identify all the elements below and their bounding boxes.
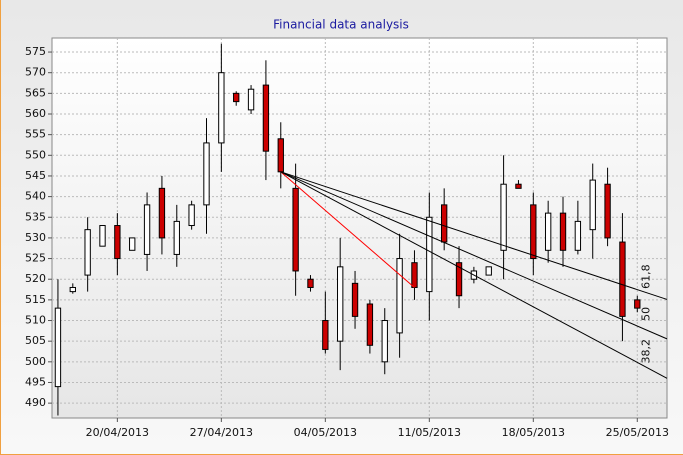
y-tick-label: 510: [25, 314, 46, 327]
candle-body: [455, 262, 463, 297]
candle-body: [114, 225, 121, 260]
fan-label: 61,8: [639, 264, 652, 289]
candle-body: [247, 88, 255, 111]
candle-body: [530, 204, 537, 260]
y-tick-label: 520: [25, 272, 46, 285]
candle-body: [69, 286, 76, 293]
chart-title: Financial data analysis: [273, 18, 409, 32]
y-tick-label: 535: [25, 210, 46, 223]
y-tick-label: 570: [25, 66, 46, 79]
candle-body: [441, 204, 448, 243]
candle-body: [322, 320, 329, 350]
candle-body: [129, 237, 136, 251]
candle-body: [54, 307, 62, 388]
candle-body: [337, 266, 344, 342]
y-tick-label: 490: [25, 396, 46, 409]
y-tick-label: 545: [25, 169, 46, 182]
candle-body: [426, 216, 433, 293]
y-tick-label: 515: [25, 293, 46, 306]
candle-body: [99, 225, 106, 247]
fan-line: [280, 171, 668, 340]
x-tick-label: 25/05/2013: [606, 426, 669, 439]
candle-body: [485, 266, 492, 276]
candle-body: [158, 187, 166, 239]
x-tick-label: 04/05/2013: [294, 426, 357, 439]
candle-body: [366, 303, 374, 346]
candle-body: [203, 142, 210, 206]
y-tick-label: 500: [25, 355, 46, 368]
candle-body: [396, 258, 403, 334]
candle-body: [589, 179, 596, 231]
candle-body: [574, 220, 582, 251]
candle-body: [277, 138, 284, 173]
x-tick-label: 11/05/2013: [398, 426, 461, 439]
fan-base: [280, 171, 415, 288]
candle-body: [218, 72, 225, 144]
candle-body: [262, 84, 270, 152]
candle-body: [559, 212, 567, 251]
y-tick-label: 505: [25, 334, 46, 347]
candle-body: [500, 183, 507, 251]
x-tick-label: 20/04/2013: [86, 426, 149, 439]
candle-body: [619, 241, 626, 317]
fan-label: 50: [639, 307, 652, 321]
candle-body: [173, 220, 180, 255]
candle-body: [634, 299, 641, 309]
y-tick-label: 530: [25, 231, 46, 244]
candle-body: [381, 320, 388, 363]
candle-body: [515, 183, 522, 189]
candle-body: [84, 229, 91, 276]
candle-body: [604, 183, 611, 239]
candle-body: [143, 204, 151, 255]
y-tick-label: 560: [25, 107, 46, 120]
x-tick-label: 18/05/2013: [502, 426, 565, 439]
candle-body: [188, 204, 195, 227]
y-tick-label: 550: [25, 148, 46, 161]
y-tick-label: 540: [25, 190, 46, 203]
y-tick-label: 525: [25, 252, 46, 265]
candle-body: [544, 212, 552, 251]
x-tick-label: 27/04/2013: [190, 426, 253, 439]
fan-line: [280, 171, 668, 379]
fan-label: 38,2: [639, 339, 652, 364]
y-tick-label: 565: [25, 86, 46, 99]
candle-body: [351, 282, 359, 317]
y-tick-label: 495: [25, 375, 46, 388]
y-tick-label: 555: [25, 128, 46, 141]
y-tick-label: 575: [25, 45, 46, 58]
candle-body: [307, 278, 314, 288]
candle-body: [411, 262, 418, 288]
candle-body: [292, 187, 299, 272]
candle-body: [233, 92, 240, 103]
fan-line: [280, 171, 668, 300]
